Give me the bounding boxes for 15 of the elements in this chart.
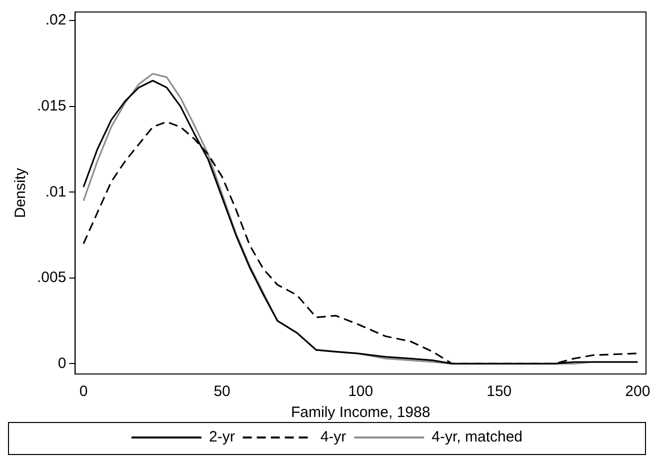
- legend-label: 2-yr: [208, 428, 235, 446]
- x-tick-label: 150: [486, 383, 512, 400]
- y-tick-label: .01: [45, 183, 66, 200]
- y-tick-label: .02: [45, 12, 66, 29]
- x-tick-label: 100: [348, 383, 374, 400]
- legend-label: 4-yr, matched: [432, 428, 523, 446]
- x-tick-label: 0: [79, 383, 88, 400]
- legend-label: 4-yr: [320, 428, 346, 446]
- y-tick-label: .005: [36, 269, 66, 286]
- x-tick-label: 50: [214, 383, 230, 400]
- x-axis-title: Family Income, 1988: [290, 404, 430, 422]
- y-axis-title: Density: [12, 168, 30, 218]
- y-tick-label: .015: [36, 98, 66, 114]
- x-tick-label: 200: [625, 383, 650, 400]
- y-tick-label: 0: [58, 354, 66, 372]
